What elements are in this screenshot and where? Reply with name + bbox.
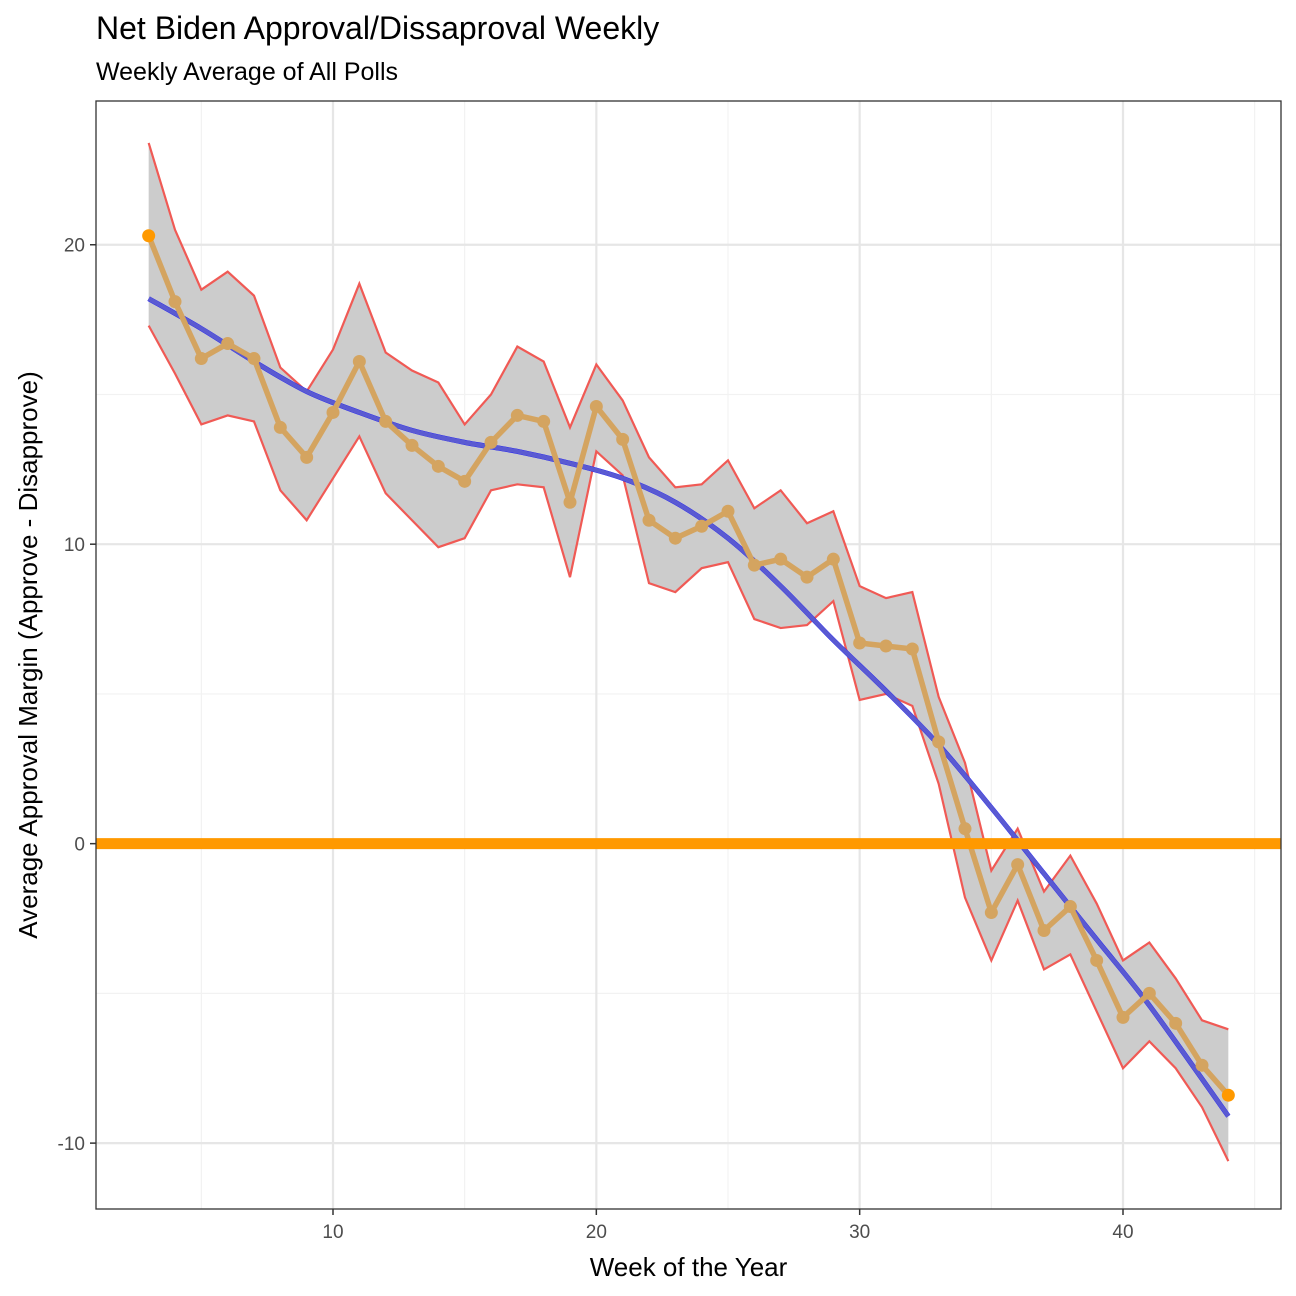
data-point: [1169, 1016, 1183, 1030]
data-point: [800, 570, 814, 584]
data-point: [747, 558, 761, 572]
data-point: [721, 504, 735, 518]
weekly-series: [142, 229, 1235, 1102]
data-point: [326, 405, 340, 419]
band-lower-edge: [147, 325, 1230, 1162]
data-point: [537, 414, 551, 428]
x-tick-label: 30: [849, 1222, 870, 1243]
data-point: [1063, 900, 1077, 914]
data-point: [300, 450, 314, 464]
x-tick-label: 10: [322, 1222, 343, 1243]
data-point: [352, 355, 366, 369]
data-point: [194, 352, 208, 366]
x-tick-label: 20: [586, 1222, 607, 1243]
data-point: [379, 414, 393, 428]
data-point: [1142, 986, 1156, 1000]
x-tick-label: 40: [1112, 1222, 1133, 1243]
data-point: [484, 435, 498, 449]
data-point: [1221, 1088, 1235, 1102]
data-point: [826, 552, 840, 566]
band-upper-edge: [147, 142, 1229, 1031]
data-point: [563, 495, 577, 509]
grid-lines: [96, 101, 1281, 1209]
data-point: [958, 822, 972, 836]
data-point: [774, 552, 788, 566]
data-point: [695, 519, 709, 533]
chart-subtitle: Weekly Average of All Polls: [96, 58, 399, 86]
series-line: [146, 234, 1231, 1098]
data-point: [616, 432, 630, 446]
y-tick-label: 10: [64, 535, 85, 556]
data-point: [1011, 858, 1025, 872]
x-axis-title: Week of the Year: [590, 1252, 788, 1282]
data-point: [984, 906, 998, 920]
data-point: [879, 639, 893, 653]
data-point: [273, 420, 287, 434]
data-point: [905, 642, 919, 656]
band-area: [148, 142, 1229, 1162]
data-point: [458, 474, 472, 488]
data-point: [247, 352, 261, 366]
data-point: [221, 337, 235, 351]
data-point: [589, 399, 603, 413]
data-point: [142, 229, 156, 243]
data-point: [168, 295, 182, 309]
x-axis-ticks: 10 20 30 40: [322, 1209, 1134, 1243]
chart-title: Net Biden Approval/Dissaproval Weekly: [96, 10, 660, 46]
y-tick-label: 0: [74, 835, 85, 856]
data-point: [642, 513, 656, 527]
data-point: [668, 531, 682, 545]
y-tick-label: -10: [58, 1134, 85, 1155]
data-point: [510, 408, 524, 422]
y-tick-label: 20: [64, 236, 85, 257]
data-point: [1037, 924, 1051, 938]
data-point: [405, 438, 419, 452]
data-point: [1116, 1010, 1130, 1024]
data-point: [431, 459, 445, 473]
data-point: [853, 636, 867, 650]
y-axis-ticks: -10 0 10 20: [58, 236, 96, 1155]
panel-border: [95, 100, 1282, 1210]
confidence-band: [147, 142, 1230, 1162]
data-point: [1090, 953, 1104, 967]
data-point: [932, 735, 946, 749]
y-axis-title: Average Approval Margin (Approve - Disap…: [13, 371, 43, 938]
data-point: [1195, 1058, 1209, 1072]
